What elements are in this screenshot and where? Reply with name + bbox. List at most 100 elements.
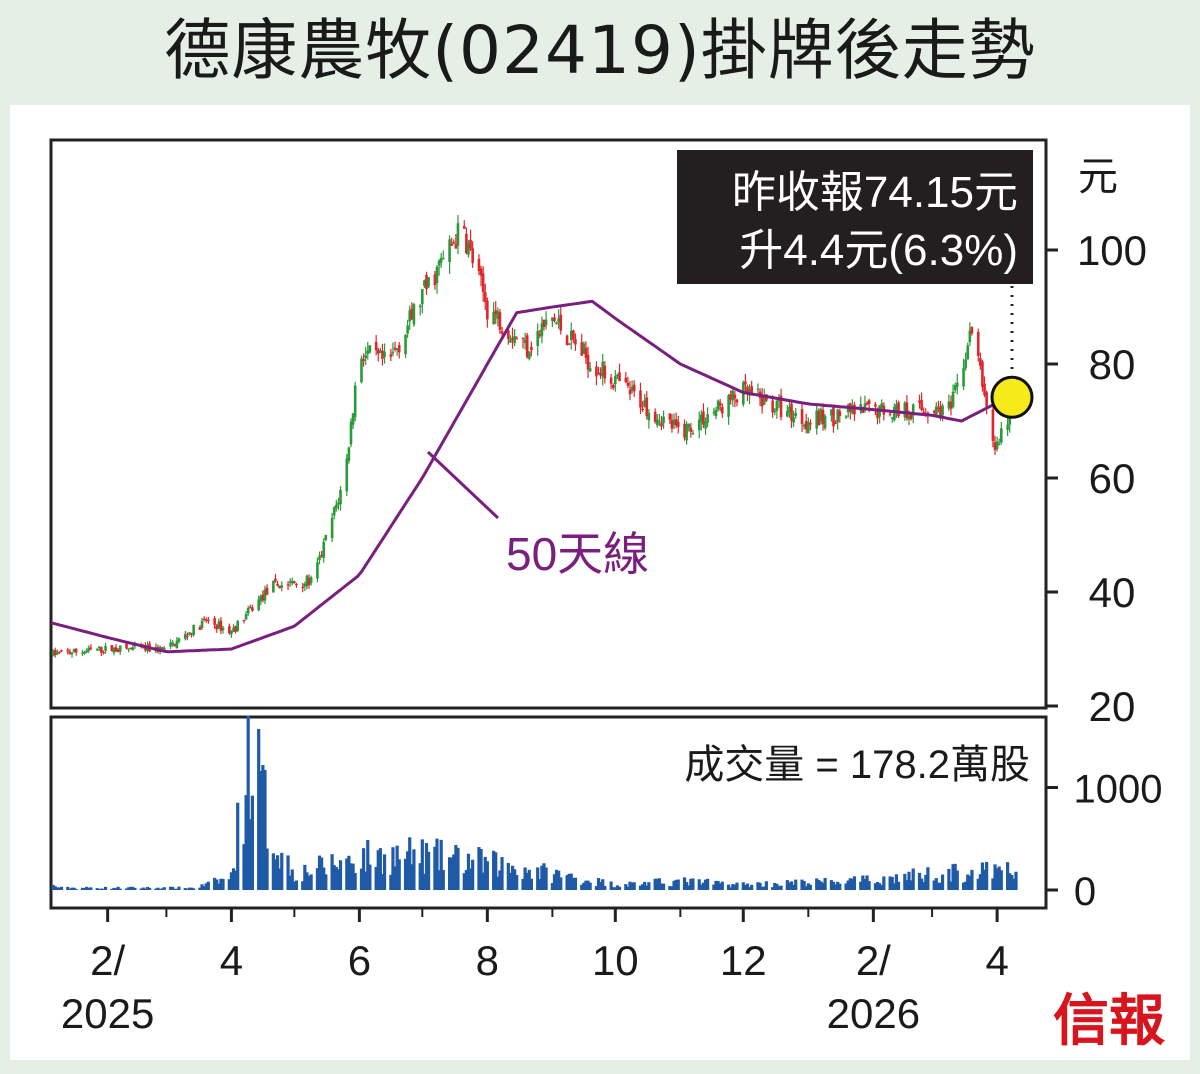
candle-body [643,400,646,407]
volume-bar [433,846,437,890]
candle-body [186,635,189,637]
candle-body [815,410,819,429]
candle-body [97,646,101,649]
volume-bar [718,883,722,890]
volume-bar [762,886,766,890]
volume-bar [833,884,838,890]
candle-body [500,331,504,334]
candle-body [706,414,709,423]
x-tick-month: 2/ [856,937,891,984]
volume-bar [966,874,970,890]
volume-bar [513,869,517,890]
volume-bar [420,839,424,890]
price-tick-label: 60 [1089,455,1136,502]
volume-bar [527,869,531,890]
candle-body [630,386,634,391]
candle-body [746,386,749,395]
candle-body [465,233,468,254]
candle-body [435,266,439,283]
volume-bar [882,876,886,890]
volume-bar [760,886,764,890]
candle-body [704,421,707,429]
volume-bar [550,883,554,890]
volume-bar [640,884,645,890]
volume-bar [911,868,915,890]
volume-bar [838,883,842,890]
candle-body [553,317,556,322]
volume-bar [492,850,496,890]
candle-body [412,304,416,325]
volume-bar [273,859,278,890]
volume-bar [525,872,529,890]
volume-bar [569,873,573,890]
volume-bar [410,864,414,890]
candle-body [804,421,808,430]
volume-bar [345,858,349,890]
volume-bar [452,854,456,890]
candle-body [867,400,871,405]
candle-body [639,390,642,408]
x-tick-year: 2025 [61,990,154,1037]
volume-bar [330,854,334,890]
candle-body [381,350,384,359]
candle-body [540,323,544,337]
candle-body [653,412,657,422]
volume-bar [435,838,439,890]
volume-bar [173,888,177,890]
candle-body [970,327,974,334]
volume-bar [559,877,563,890]
candle-body [542,319,546,327]
candle-body [215,625,219,630]
volume-bar [670,886,674,890]
volume-bar [785,880,789,890]
volume-bar [351,863,355,890]
volume-bar [129,886,133,890]
candle-body [337,502,340,505]
volume-bar [596,878,601,890]
candle-body [173,643,177,647]
candle-body [72,648,76,652]
volume-bar [389,874,393,890]
volume-bar [917,872,922,890]
candle-body [230,631,233,635]
candle-body [509,339,512,343]
volume-bar [647,882,651,890]
volume-bar [471,859,475,890]
volume-bar [735,882,739,890]
candle-body [911,404,915,416]
volume-bar [171,886,175,890]
volume-bar [850,878,854,890]
volume-bar [554,869,559,890]
price-axis: 20 40 60 80 100 [1046,227,1147,730]
volume-bar [726,884,731,890]
candle-body [162,647,166,650]
volume-bar [177,886,181,890]
candle-body [588,368,592,372]
candle-body [425,274,428,290]
volume-bar [867,881,871,890]
candle-body [322,541,326,558]
volume-bar [976,878,980,890]
volume-bar [53,886,57,890]
volume-bar [424,843,429,890]
volume-bar [481,872,485,890]
candle-body [129,647,133,650]
volume-bar [99,888,103,890]
candle-body [85,650,88,653]
x-tick-month: 4 [220,937,243,984]
volume-bar [374,866,378,890]
candle-body [670,419,674,429]
ma50-line [50,299,1017,654]
volume-bar [932,880,936,890]
candle-body [486,300,489,320]
candle-body [397,345,401,353]
candle-body [160,647,164,649]
volume-bar [529,878,534,890]
volume-bar [668,886,672,890]
volume-bar [638,885,643,890]
volume-bar [552,874,557,890]
volume-bar [848,878,852,890]
volume-bar [829,880,833,890]
last-close-line1: 昨收報74.15元 [732,168,1018,217]
